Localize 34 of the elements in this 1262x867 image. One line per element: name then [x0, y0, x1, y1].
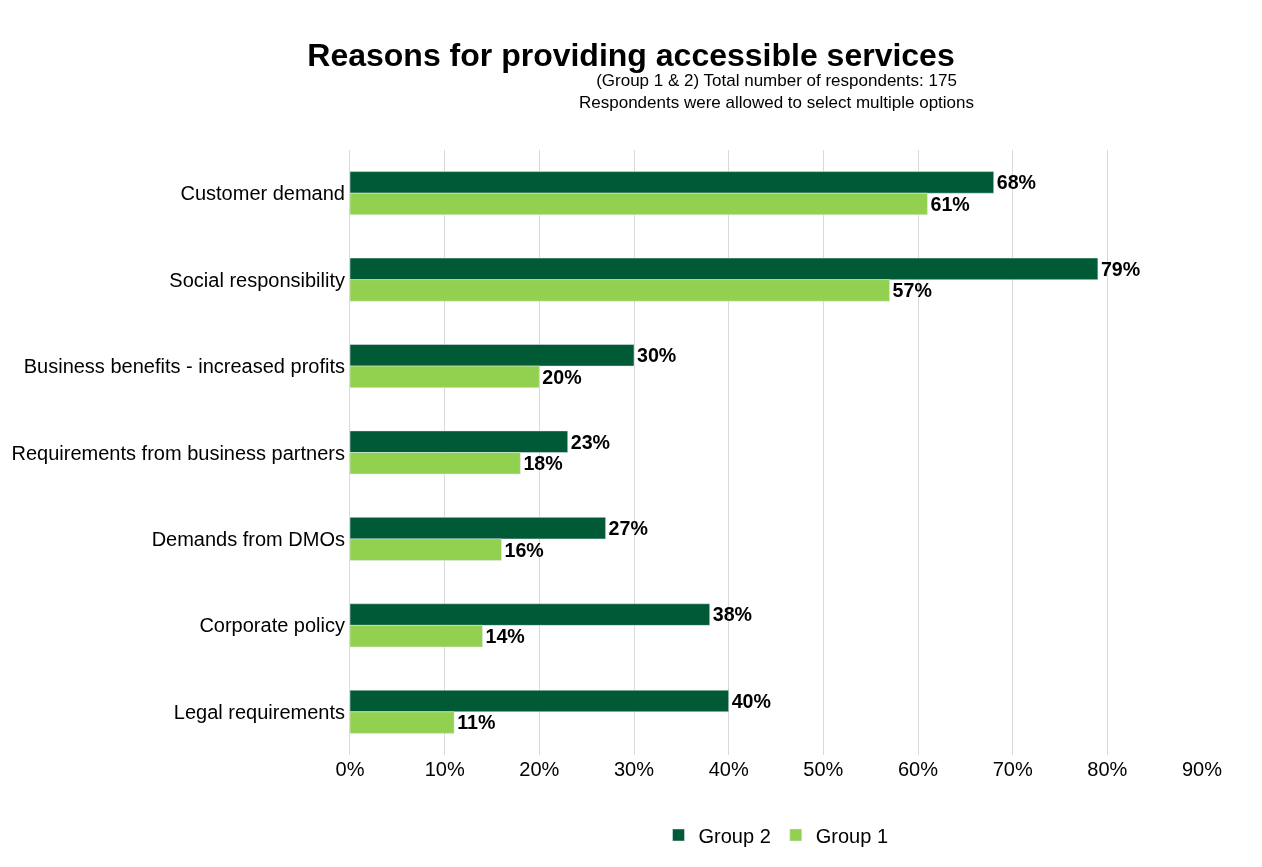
data-label: 16%: [504, 538, 544, 561]
data-label: 79%: [1100, 257, 1141, 280]
x-tick-label: 10%: [424, 758, 465, 780]
x-tick-label: 70%: [992, 758, 1033, 780]
x-tick-label: 30%: [613, 758, 655, 780]
data-label: 57%: [892, 279, 932, 302]
data-label: 68%: [996, 171, 1037, 194]
x-tick-label: 40%: [708, 758, 749, 780]
legend-label: Group 2: [698, 824, 771, 847]
x-tick-label: 60%: [897, 758, 939, 780]
x-tick-label: 0%: [335, 758, 365, 780]
x-tick-label: 50%: [803, 758, 844, 780]
data-label: 11%: [457, 711, 496, 734]
legend-label: Group 1: [815, 824, 889, 847]
data-label: 61%: [930, 192, 970, 215]
y-tick-label: Social responsibility: [169, 268, 345, 291]
data-label: 18%: [523, 452, 563, 475]
chart-title: Reasons for providing accessible services: [307, 36, 955, 73]
x-tick-label: 20%: [519, 758, 560, 780]
y-tick-label: Business benefits - increased profits: [23, 355, 345, 378]
y-tick-label: Legal requirements: [173, 700, 345, 723]
data-label: 23%: [570, 430, 611, 453]
x-tick-label: 90%: [1181, 758, 1223, 780]
data-label: 20%: [542, 365, 582, 388]
x-tick-label: 80%: [1087, 758, 1128, 780]
y-tick-label: Customer demand: [180, 182, 345, 205]
data-label: 30%: [637, 344, 677, 367]
y-tick-label: Requirements from business partners: [11, 441, 345, 464]
y-tick-label: Corporate policy: [199, 614, 345, 637]
data-label: 40%: [731, 689, 771, 712]
data-label: 38%: [712, 603, 753, 626]
y-tick-label: Demands from DMOs: [151, 527, 345, 550]
data-label: 14%: [485, 625, 525, 648]
data-label: 27%: [608, 517, 648, 539]
